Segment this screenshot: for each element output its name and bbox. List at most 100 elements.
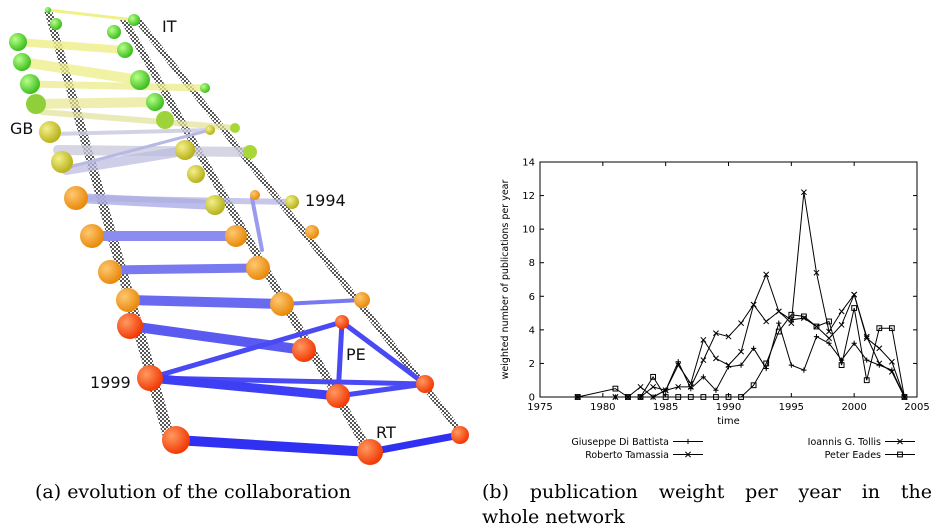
chart-legend: Giuseppe Di Battista Roberto Tamassia Ioan… bbox=[571, 437, 915, 461]
data-point bbox=[826, 340, 832, 346]
data-point bbox=[675, 383, 682, 390]
label-year-1999: 1999 bbox=[90, 373, 131, 392]
data-point bbox=[901, 394, 908, 400]
data-point bbox=[863, 377, 870, 384]
data-point bbox=[901, 394, 908, 400]
data-point bbox=[813, 333, 820, 340]
data-point bbox=[750, 301, 757, 308]
plot-border bbox=[539, 161, 918, 398]
data-point bbox=[700, 394, 707, 400]
data-point bbox=[863, 335, 870, 342]
label-pe: PE bbox=[346, 345, 366, 364]
series-3 bbox=[574, 271, 908, 400]
label-it: IT bbox=[162, 17, 177, 36]
data-point bbox=[888, 368, 895, 375]
data-point bbox=[712, 355, 719, 362]
y-axis-label: weighted number of publications per year bbox=[500, 180, 511, 380]
label-year-1994: 1994 bbox=[305, 191, 346, 210]
data-point bbox=[800, 189, 807, 196]
caption-b-line1: (b) publication weight per year in the bbox=[482, 481, 932, 503]
caption-b-line2: whole network bbox=[482, 506, 625, 528]
y-tick-label: 4 bbox=[529, 325, 535, 336]
collaboration-edges bbox=[14, 8, 464, 457]
data-point bbox=[712, 330, 719, 337]
data-point bbox=[763, 318, 770, 325]
data-point bbox=[801, 367, 807, 373]
data-point bbox=[788, 311, 795, 318]
data-point bbox=[776, 320, 782, 326]
legend-marker bbox=[897, 438, 903, 445]
series-line bbox=[577, 307, 905, 398]
data-point bbox=[838, 308, 845, 315]
y-tick-label: 10 bbox=[522, 225, 535, 236]
caption-b: (b) publication weight per year in the w… bbox=[482, 480, 932, 530]
data-point bbox=[876, 345, 883, 352]
data-point bbox=[700, 357, 707, 364]
data-point bbox=[637, 383, 644, 390]
data-point bbox=[876, 325, 883, 332]
data-point bbox=[725, 362, 732, 369]
data-point bbox=[826, 328, 832, 335]
x-tick-label: 1980 bbox=[590, 402, 615, 413]
data-point bbox=[662, 387, 669, 394]
legend-label: Roberto Tamassia bbox=[585, 450, 669, 461]
data-point bbox=[851, 340, 857, 346]
legend-marker bbox=[685, 451, 691, 458]
x-tick-label: 1990 bbox=[716, 402, 741, 413]
data-point bbox=[700, 336, 707, 343]
data-point bbox=[675, 359, 681, 365]
data-point bbox=[751, 345, 757, 351]
data-point bbox=[838, 362, 845, 369]
legend-label: Ioannis G. Tollis bbox=[808, 437, 881, 448]
collaboration-evolution-figure: IT GB 1994 1999 PE RT bbox=[9, 7, 469, 465]
y-axis: 0 2 4 6 8 10 12 14 bbox=[522, 158, 917, 404]
data-point bbox=[574, 394, 581, 400]
data-point bbox=[763, 271, 770, 278]
y-tick-label: 12 bbox=[522, 191, 535, 202]
data-point bbox=[725, 333, 732, 340]
data-point bbox=[713, 387, 719, 393]
data-point bbox=[851, 305, 858, 311]
data-point bbox=[851, 291, 858, 298]
data-point bbox=[813, 323, 820, 330]
caption-a: (a) evolution of the collaboration bbox=[35, 481, 351, 503]
data-point bbox=[738, 394, 744, 400]
x-tick-label: 1985 bbox=[653, 402, 678, 413]
data-point bbox=[864, 357, 870, 363]
data-point bbox=[888, 358, 895, 365]
legend-label: Giuseppe Di Battista bbox=[571, 437, 669, 448]
data-point bbox=[826, 318, 832, 325]
data-point bbox=[775, 308, 782, 315]
data-point bbox=[738, 320, 745, 327]
x-axis: 1975 1980 1985 1990 1995 2000 2005 bbox=[527, 162, 930, 413]
data-point bbox=[612, 394, 619, 400]
data-point bbox=[625, 394, 631, 400]
data-point bbox=[863, 333, 870, 340]
plot-area bbox=[539, 161, 918, 398]
x-tick-label: 2000 bbox=[841, 402, 866, 413]
data-point bbox=[888, 325, 895, 332]
data-point bbox=[788, 316, 795, 323]
y-tick-label: 2 bbox=[529, 359, 535, 370]
x-tick-label: 2005 bbox=[904, 402, 929, 413]
x-tick-label: 1975 bbox=[527, 402, 552, 413]
y-tick-label: 6 bbox=[529, 292, 535, 303]
author-nodes bbox=[9, 7, 469, 465]
data-point bbox=[637, 394, 644, 400]
legend-marker bbox=[685, 438, 691, 445]
data-point bbox=[675, 394, 682, 400]
data-point bbox=[650, 383, 657, 390]
data-point bbox=[763, 360, 770, 367]
data-point bbox=[713, 394, 719, 400]
x-tick-label: 1995 bbox=[779, 402, 804, 413]
y-tick-label: 14 bbox=[522, 158, 535, 169]
series-4 bbox=[574, 305, 908, 400]
x-axis-label: time bbox=[717, 416, 740, 427]
data-point bbox=[876, 360, 883, 367]
series-line bbox=[577, 321, 905, 398]
publication-weight-chart: 1975 1980 1985 1990 1995 2000 2005 0 2 4 6 8 10 12 14… bbox=[500, 158, 930, 462]
data-point bbox=[738, 348, 745, 355]
data-point bbox=[801, 313, 807, 320]
time-rail-right bbox=[132, 18, 466, 434]
time-rail-left bbox=[44, 10, 178, 448]
